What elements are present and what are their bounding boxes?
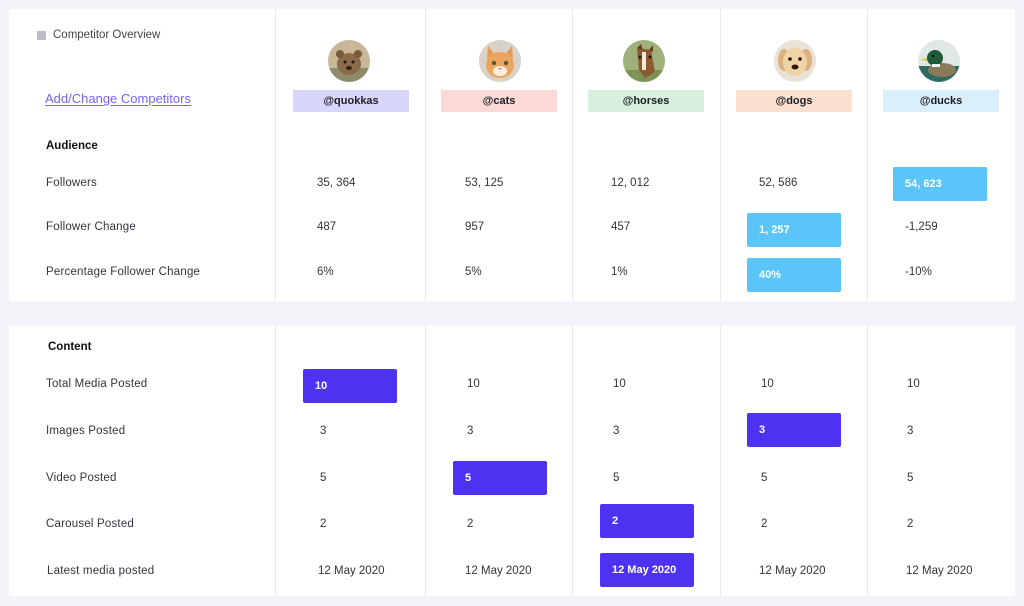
cell-value: 5 — [320, 472, 327, 484]
row-label-follower-change: Follower Change — [46, 221, 136, 233]
competitor-handle-ducks: @ducks — [883, 90, 999, 112]
cell-value: 10 — [907, 378, 920, 390]
column-divider — [572, 9, 573, 301]
cell-value: 12 May 2020 — [759, 565, 826, 577]
column-divider — [425, 9, 426, 301]
content-panel: Content Total Media Posted 10 10 10 10 1… — [9, 325, 1015, 596]
cell-value: 10 — [761, 378, 774, 390]
cell-value: 2 — [320, 518, 327, 530]
audience-section-title: Audience — [46, 140, 98, 152]
audience-panel: Competitor Overview Add/Change Competito… — [9, 9, 1015, 301]
cell-value: -10% — [905, 266, 932, 278]
cell-value: 5 — [761, 472, 768, 484]
competitor-overview-header: Competitor Overview — [37, 29, 160, 41]
cell-value: 52, 586 — [759, 177, 798, 189]
cell-value: 3 — [907, 425, 914, 437]
cell-value: 12 May 2020 — [465, 565, 532, 577]
cat-avatar — [479, 40, 521, 82]
highlighted-cell-value: 1, 257 — [747, 213, 841, 247]
cell-value: 6% — [317, 266, 334, 278]
cell-value: 35, 364 — [317, 177, 356, 189]
cell-value: 2 — [761, 518, 768, 530]
row-label-video-posted: Video Posted — [46, 472, 117, 484]
highlighted-cell-value: 12 May 2020 — [600, 553, 694, 587]
row-label-carousel-posted: Carousel Posted — [46, 518, 135, 530]
dog-avatar — [774, 40, 816, 82]
column-divider — [425, 325, 426, 596]
add-change-competitors-link[interactable]: Add/Change Competitors — [45, 91, 191, 106]
column-divider — [275, 325, 276, 596]
cell-value: 487 — [317, 221, 337, 233]
column-divider — [572, 325, 573, 596]
cell-value: 10 — [467, 378, 480, 390]
cell-value: 12 May 2020 — [318, 565, 385, 577]
highlighted-cell-value: 5 — [453, 461, 547, 495]
cell-value: 3 — [613, 425, 620, 437]
content-section-title: Content — [48, 341, 92, 353]
competitor-handle-cats: @cats — [441, 90, 557, 112]
cell-value: 3 — [467, 425, 474, 437]
competitor-handle-horses: @horses — [588, 90, 704, 112]
column-divider — [867, 9, 868, 301]
row-label-latest-media-posted: Latest media posted — [47, 565, 155, 577]
column-divider — [720, 9, 721, 301]
cell-value: 457 — [611, 221, 631, 233]
quokka-avatar — [328, 40, 370, 82]
row-label-images-posted: Images Posted — [46, 425, 126, 437]
competitor-handle-quokkas: @quokkas — [293, 90, 409, 112]
cell-value: 53, 125 — [465, 177, 504, 189]
row-label-followers: Followers — [46, 177, 98, 189]
cell-value: -1,259 — [905, 221, 938, 233]
column-divider — [275, 9, 276, 301]
cell-value: 12 May 2020 — [906, 565, 973, 577]
square-icon — [37, 30, 46, 40]
highlighted-cell-value: 54, 623 — [893, 167, 987, 201]
cell-value: 2 — [907, 518, 914, 530]
overview-title: Competitor Overview — [53, 29, 161, 41]
highlighted-cell-value: 10 — [303, 369, 397, 403]
cell-value: 1% — [611, 266, 628, 278]
column-divider — [867, 325, 868, 596]
highlighted-cell-value: 3 — [747, 413, 841, 447]
highlighted-cell-value: 2 — [600, 504, 694, 538]
cell-value: 5% — [465, 266, 482, 278]
row-label-total-media-posted: Total Media Posted — [46, 378, 148, 390]
competitor-handle-dogs: @dogs — [736, 90, 852, 112]
duck-avatar — [918, 40, 960, 82]
highlighted-cell-value: 40% — [747, 258, 841, 292]
horse-avatar — [623, 40, 665, 82]
cell-value: 10 — [613, 378, 626, 390]
column-divider — [720, 325, 721, 596]
cell-value: 2 — [467, 518, 474, 530]
cell-value: 5 — [907, 472, 914, 484]
cell-value: 12, 012 — [611, 177, 650, 189]
cell-value: 3 — [320, 425, 327, 437]
row-label-percentage-follower-change: Percentage Follower Change — [46, 266, 201, 278]
cell-value: 5 — [613, 472, 620, 484]
cell-value: 957 — [465, 221, 485, 233]
